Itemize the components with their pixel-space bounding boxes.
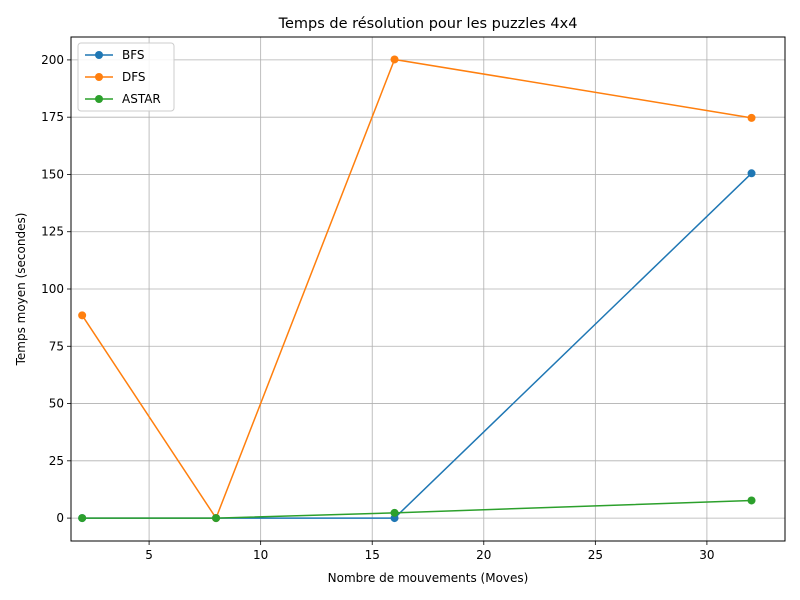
x-tick-label: 5 <box>145 548 153 562</box>
legend-astar-marker <box>95 95 103 103</box>
y-tick-label: 50 <box>49 397 64 411</box>
legend-box <box>77 42 175 112</box>
series-layer <box>78 55 756 523</box>
series-astar <box>78 496 756 523</box>
x-axis-title: Nombre de mouvements (Moves) <box>328 571 529 585</box>
legend-dfs-marker <box>95 73 103 81</box>
series-astar-point <box>390 508 399 517</box>
series-dfs-line <box>81 58 752 520</box>
series-astar-point <box>78 514 87 523</box>
y-axis-title: Temps moyen (secondes) <box>14 213 28 367</box>
x-tick-label: 25 <box>588 548 603 562</box>
series-bfs-point <box>747 169 756 178</box>
y-axis-ticks: 0 25 50 75 100 125 150 175 200 <box>41 53 71 525</box>
y-tick-label: 150 <box>41 167 64 181</box>
y-tick-label: 175 <box>41 110 64 124</box>
y-tick-label: 75 <box>49 339 64 353</box>
x-tick-label: 30 <box>699 548 714 562</box>
series-astar-point <box>747 496 756 505</box>
series-dfs-point <box>78 311 87 320</box>
legend-bfs-marker <box>95 51 103 59</box>
x-tick-label: 15 <box>365 548 380 562</box>
series-dfs-point <box>747 113 756 122</box>
series-dfs-point <box>390 55 399 64</box>
series-astar-point <box>212 514 221 523</box>
series-astar-line <box>82 499 752 519</box>
legend-bfs-label: BFS <box>122 48 145 62</box>
legend: BFS DFS ASTAR <box>77 42 175 112</box>
x-axis-ticks: 5 10 15 20 25 30 <box>145 541 715 562</box>
y-tick-label: 0 <box>56 511 64 525</box>
x-tick-label: 20 <box>476 548 491 562</box>
y-tick-label: 125 <box>41 225 64 239</box>
grid <box>71 37 785 541</box>
y-tick-label: 100 <box>41 282 64 296</box>
x-tick-label: 10 <box>253 548 268 562</box>
y-tick-label: 200 <box>41 53 64 67</box>
legend-astar-label: ASTAR <box>122 92 161 106</box>
chart-title: Temps de résolution pour les puzzles 4x4 <box>278 16 578 32</box>
y-tick-label: 25 <box>49 454 64 468</box>
legend-dfs-label: DFS <box>122 70 146 84</box>
